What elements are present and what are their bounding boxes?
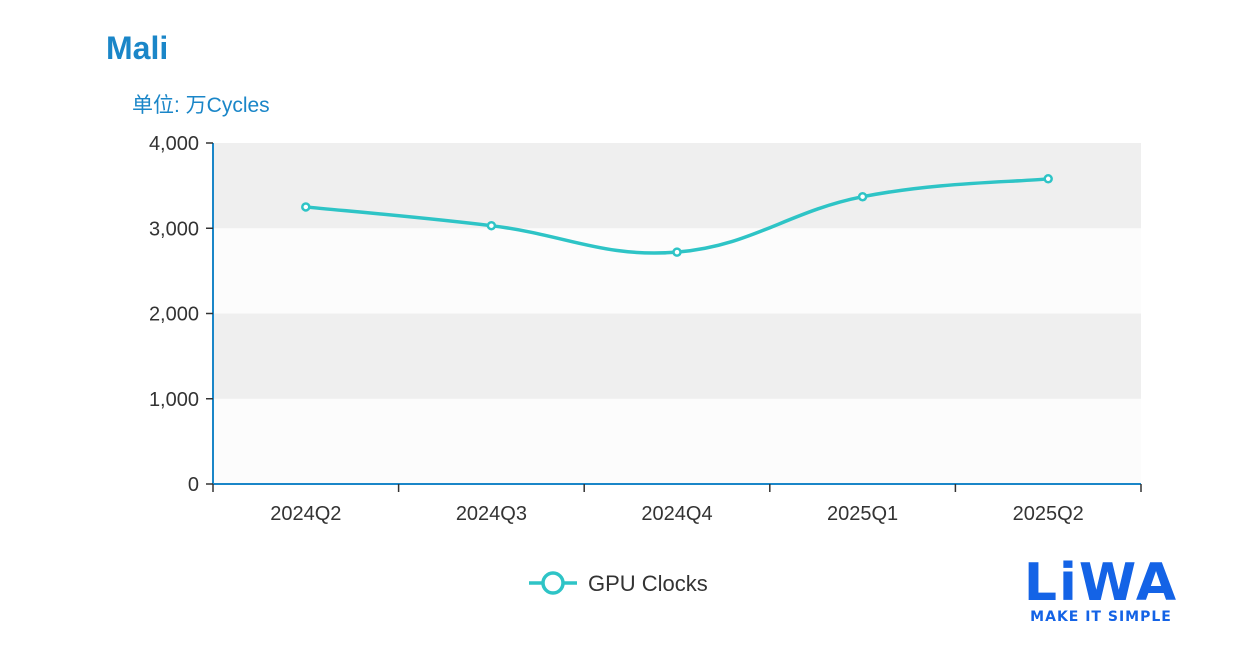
y-tick-label: 4,000: [149, 133, 199, 155]
data-point[interactable]: [857, 191, 868, 202]
x-axis-ticks: 2024Q2 2024Q3 2024Q4 2025Q1 2025Q2: [212, 484, 1142, 525]
y-tick-label: 2,000: [149, 304, 199, 326]
grid-band-2: [213, 228, 1141, 314]
y-tick-label: 3,000: [149, 218, 199, 240]
x-tick-label: 2025Q2: [1013, 503, 1084, 525]
legend-label[interactable]: GPU Clocks: [588, 571, 708, 596]
x-tick-label: 2025Q1: [827, 503, 898, 525]
y-tick-label: 0: [188, 474, 199, 496]
unit-label: 单位: 万Cycles: [132, 94, 270, 117]
liwa-logo: LiWA MAKE IT SIMPLE: [1024, 553, 1178, 625]
y-axis-ticks: 0 1,000 2,000 3,000 4,000: [149, 133, 213, 496]
data-point[interactable]: [672, 247, 682, 257]
x-tick-label: 2024Q3: [456, 503, 527, 525]
grid-bands: [213, 143, 1141, 484]
x-tick-label: 2024Q4: [641, 503, 712, 525]
series-layer: [301, 174, 1053, 257]
legend: GPU Clocks: [529, 571, 708, 596]
chart-title: Mali: [106, 30, 169, 66]
x-tick-label: 2024Q2: [270, 503, 341, 525]
logo-wordmark: LiWA: [1024, 553, 1178, 613]
grid-band-0: [213, 398, 1141, 484]
data-point[interactable]: [301, 202, 311, 212]
grid-band-1: [213, 313, 1141, 399]
y-tick-label: 1,000: [149, 389, 199, 411]
data-point[interactable]: [1043, 174, 1053, 184]
data-point[interactable]: [486, 220, 497, 231]
logo-tagline: MAKE IT SIMPLE: [1030, 609, 1172, 625]
legend-marker[interactable]: [541, 571, 565, 595]
grid-band-3: [213, 143, 1141, 229]
